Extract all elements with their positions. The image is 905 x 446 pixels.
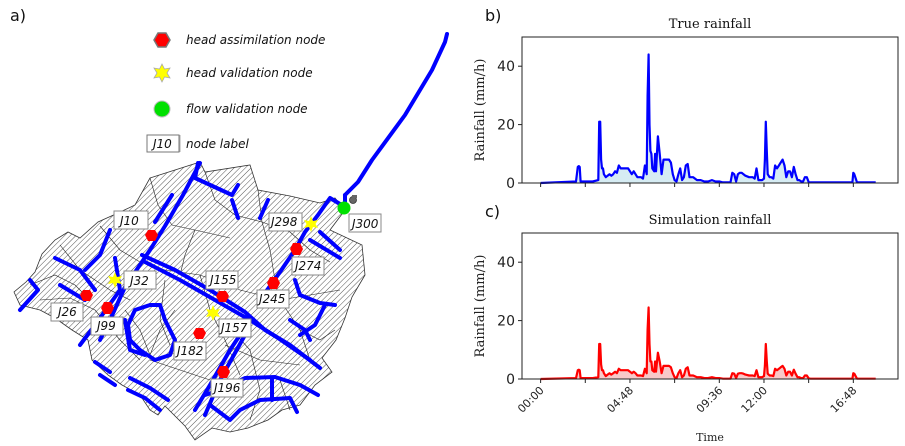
node-J245[interactable]: J245: [256, 277, 290, 309]
node-label-box-icon: [146, 134, 180, 153]
legend-label: flow validation node: [186, 102, 308, 116]
panel-label-a: a): [10, 6, 27, 25]
node-J157[interactable]: J157: [206, 305, 252, 338]
node-label: J274: [293, 259, 321, 273]
node-J26[interactable]: J26: [50, 290, 93, 322]
y-tick-label: 0: [506, 176, 515, 192]
x-tick-label: 09:36: [694, 384, 726, 416]
node-label: J157: [219, 321, 248, 335]
node-label: J32: [128, 274, 149, 288]
node-label: J99: [95, 319, 116, 333]
plot-frame: [521, 36, 899, 184]
x-axis-label: Time: [696, 431, 724, 444]
x-tick-label: 04:48: [604, 384, 636, 416]
y-tick-label: 20: [497, 314, 515, 330]
panel-label-b: b): [485, 6, 502, 25]
series-area-fill: [540, 307, 876, 379]
green-circle-icon: [337, 201, 351, 215]
node-J32[interactable]: J32: [108, 270, 157, 290]
legend: head assimilation node head validation n…: [146, 32, 325, 153]
legend-item-flow-validation: flow validation node: [153, 100, 308, 118]
yellow-star-icon: [304, 216, 318, 232]
drainage-network-map: head assimilation node head validation n…: [13, 32, 449, 441]
node-label: J26: [56, 305, 77, 319]
node-label: J155: [208, 273, 236, 287]
network-nodes: J10 J26 J99 J155 J182 J196: [50, 201, 382, 398]
red-hexagon-icon: [193, 328, 206, 339]
node-J155[interactable]: J155: [205, 270, 239, 302]
node-J10[interactable]: J10: [113, 210, 158, 241]
y-tick-label: 40: [497, 59, 515, 75]
node-label: J196: [212, 381, 241, 395]
node-label: J300: [350, 217, 379, 231]
red-hexagon-icon: [217, 366, 230, 378]
x-tick-label: 12:00: [738, 384, 770, 416]
node-label: J182: [175, 344, 203, 358]
chart-title: True rainfall: [669, 17, 751, 32]
yellow-star-icon: [153, 63, 171, 83]
red-hexagon-icon: [153, 32, 171, 48]
node-J298[interactable]: J298: [268, 212, 318, 232]
pump-icon: [349, 195, 357, 204]
node-J182[interactable]: J182: [173, 328, 207, 361]
series-line: [540, 53, 876, 185]
yellow-star-icon: [206, 305, 220, 321]
y-tick-label: 0: [506, 372, 515, 388]
red-hexagon-icon: [216, 291, 229, 302]
x-tick-label: 00:00: [515, 384, 547, 416]
true-rainfall-chart: True rainfall Rainfall (mm/h) 0 20 40: [473, 17, 899, 192]
x-tick-label: 16:48: [828, 384, 860, 416]
legend-box-text: J10: [151, 137, 172, 151]
node-label: J245: [257, 292, 285, 306]
legend-label: node label: [186, 137, 249, 151]
green-circle-icon: [153, 100, 171, 118]
legend-item-node-label: J10 node label: [146, 134, 249, 153]
simulation-rainfall-chart: Simulation rainfall Rainfall (mm/h) 0 20 40 0…: [473, 213, 899, 444]
node-label: J10: [118, 214, 139, 228]
panel-label-c: c): [485, 202, 501, 221]
legend-label: head assimilation node: [186, 33, 325, 47]
legend-label: head validation node: [186, 66, 313, 80]
red-hexagon-icon: [145, 230, 158, 241]
node-J99[interactable]: J99: [90, 302, 124, 336]
plot-frame: [521, 232, 899, 380]
node-J300[interactable]: J300: [337, 201, 382, 233]
legend-item-head-validation: head validation node: [153, 63, 313, 83]
y-tick-label: 20: [497, 118, 515, 134]
node-label: J298: [269, 215, 298, 229]
red-hexagon-icon: [101, 302, 114, 314]
series-line: [540, 306, 876, 381]
red-hexagon-icon: [267, 277, 280, 289]
y-axis-label: Rainfall (mm/h): [473, 59, 488, 162]
red-hexagon-icon: [290, 243, 303, 255]
node-J274[interactable]: J274: [290, 243, 325, 276]
legend-item-head-assimilation: head assimilation node: [153, 32, 325, 48]
yellow-star-icon: [108, 272, 122, 288]
red-hexagon-icon: [80, 290, 93, 301]
y-axis-label: Rainfall (mm/h): [473, 255, 488, 358]
y-tick-label: 40: [497, 255, 515, 271]
series-area-fill: [540, 54, 876, 183]
node-J196[interactable]: J196: [210, 366, 244, 398]
chart-title: Simulation rainfall: [649, 213, 772, 228]
